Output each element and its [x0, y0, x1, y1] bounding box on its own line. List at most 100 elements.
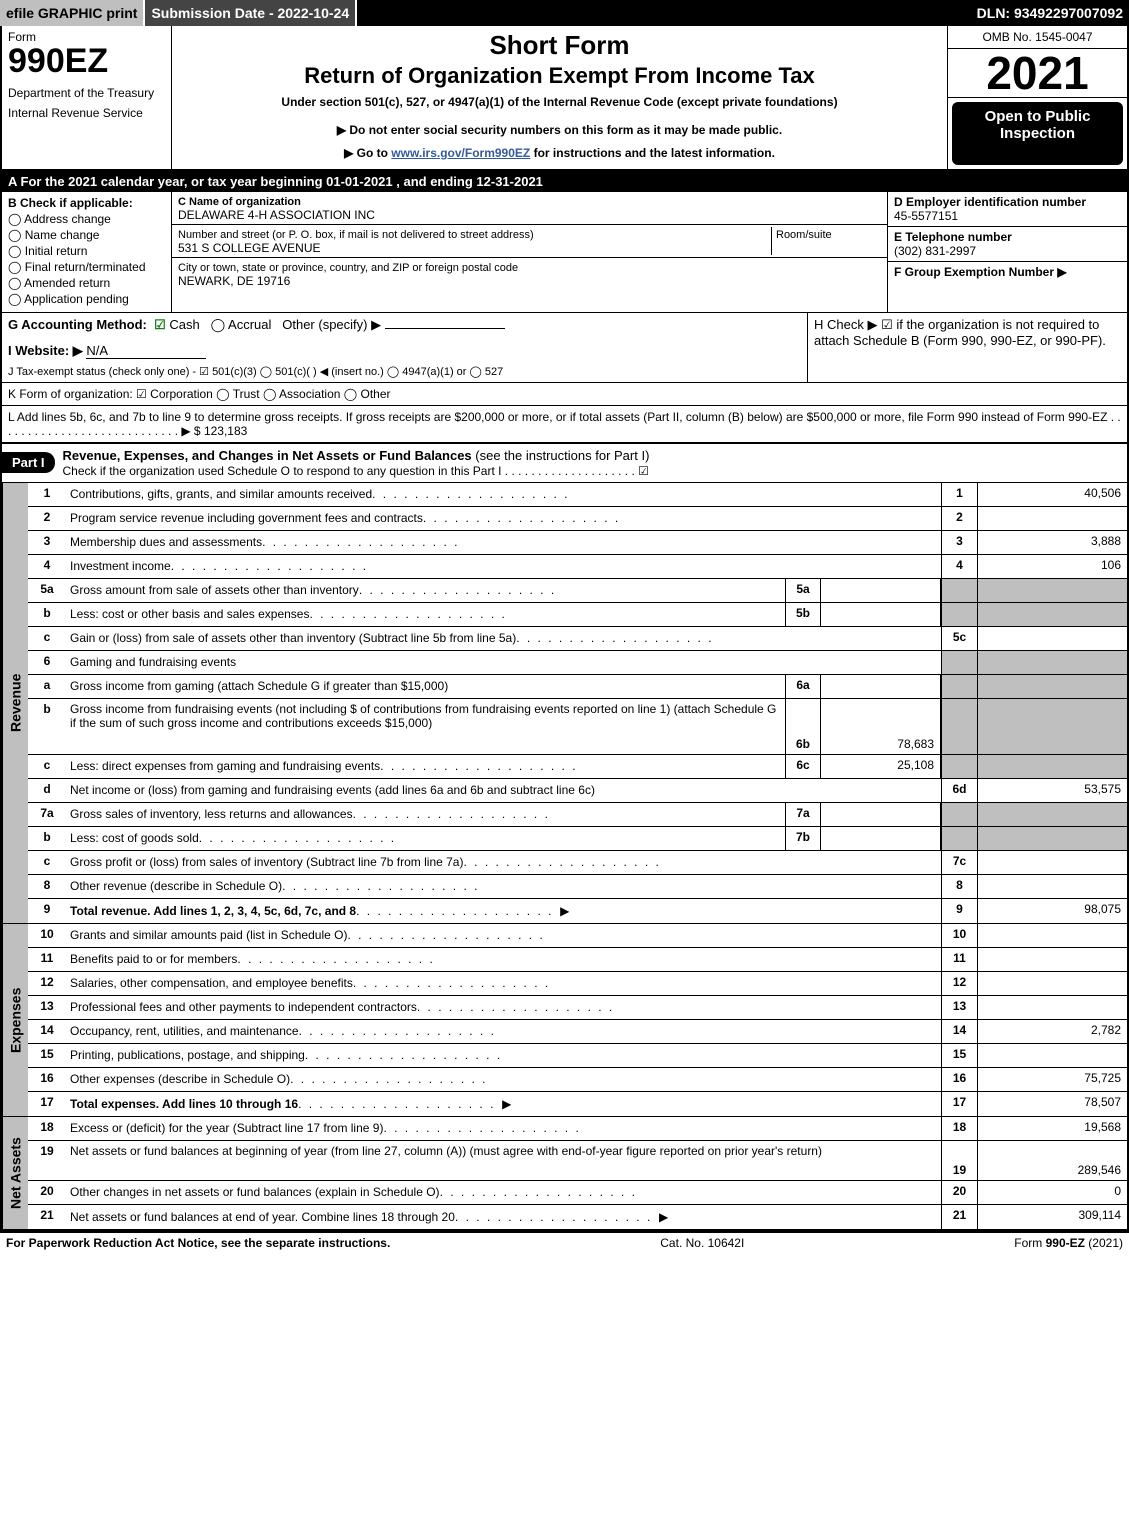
line-3: Membership dues and assessments: [66, 531, 941, 554]
val-7a: [821, 803, 941, 826]
expenses-label: Expenses: [2, 924, 28, 1116]
val-20: 0: [977, 1181, 1127, 1204]
val-6b: 78,683: [821, 699, 941, 754]
ein: 45-5577151: [894, 209, 958, 223]
form-subtitle: Under section 501(c), 527, or 4947(a)(1)…: [182, 95, 937, 109]
row-ghij: G Accounting Method: ☑ Cash ◯ Accrual Ot…: [2, 313, 1127, 383]
e-label: E Telephone number: [894, 230, 1012, 244]
val-14: 2,782: [977, 1020, 1127, 1043]
line-15: Printing, publications, postage, and shi…: [66, 1044, 941, 1067]
chk-address-change[interactable]: ◯ Address change: [8, 212, 165, 226]
line-20: Other changes in net assets or fund bala…: [66, 1181, 941, 1204]
paperwork-notice: For Paperwork Reduction Act Notice, see …: [6, 1236, 390, 1250]
line-5c: Gain or (loss) from sale of assets other…: [66, 627, 941, 650]
line-6c: Less: direct expenses from gaming and fu…: [66, 755, 785, 778]
d-label: D Employer identification number: [894, 195, 1086, 209]
val-16: 75,725: [977, 1068, 1127, 1091]
line-17: Total expenses. Add lines 10 through 16 …: [66, 1092, 941, 1116]
room-label: Room/suite: [776, 229, 832, 241]
part1-header: Part I Revenue, Expenses, and Changes in…: [2, 444, 1127, 483]
col-b-checkboxes: B Check if applicable: ◯ Address change …: [2, 192, 172, 312]
line-13: Professional fees and other payments to …: [66, 996, 941, 1019]
val-2: [977, 507, 1127, 530]
val-6c: 25,108: [821, 755, 941, 778]
revenue-section: Revenue 1Contributions, gifts, grants, a…: [2, 483, 1127, 924]
val-8: [977, 875, 1127, 898]
val-11: [977, 948, 1127, 971]
line-14: Occupancy, rent, utilities, and maintena…: [66, 1020, 941, 1043]
val-6a: [821, 675, 941, 698]
val-5b: [821, 603, 941, 626]
org-name: DELAWARE 4-H ASSOCIATION INC: [178, 208, 375, 222]
website-val: N/A: [86, 343, 206, 359]
form-title: Return of Organization Exempt From Incom…: [182, 63, 937, 89]
chk-name-change[interactable]: ◯ Name change: [8, 228, 165, 242]
revenue-label: Revenue: [2, 483, 28, 923]
val-6d: 53,575: [977, 779, 1127, 802]
line-5a: Gross amount from sale of assets other t…: [66, 579, 785, 602]
form-header: Form 990EZ Department of the Treasury In…: [2, 26, 1127, 171]
part1-badge: Part I: [2, 452, 55, 473]
val-7b: [821, 827, 941, 850]
chk-amended-return[interactable]: ◯ Amended return: [8, 276, 165, 290]
f-label: F Group Exemption Number ▶: [894, 265, 1067, 279]
bullet-ssn: ▶ Do not enter social security numbers o…: [182, 119, 937, 142]
col-def: D Employer identification number 45-5577…: [887, 192, 1127, 312]
phone: (302) 831-2997: [894, 244, 976, 258]
g-accounting: G Accounting Method: ☑ Cash ◯ Accrual Ot…: [8, 317, 801, 333]
b-label: B Check if applicable:: [8, 196, 165, 210]
bullet-goto: ▶ Go to www.irs.gov/Form990EZ for instru…: [182, 142, 937, 165]
city-label: City or town, state or province, country…: [178, 262, 518, 274]
omb-number: OMB No. 1545-0047: [948, 26, 1127, 49]
line-7a: Gross sales of inventory, less returns a…: [66, 803, 785, 826]
tax-year: 2021: [948, 49, 1127, 98]
chk-application-pending[interactable]: ◯ Application pending: [8, 292, 165, 306]
h-schedule-b: H Check ▶ ☑ if the organization is not r…: [807, 313, 1127, 382]
val-3: 3,888: [977, 531, 1127, 554]
form-number: 990EZ: [8, 44, 165, 80]
expenses-section: Expenses 10Grants and similar amounts pa…: [2, 924, 1127, 1117]
addr-label: Number and street (or P. O. box, if mail…: [178, 229, 534, 241]
l-gross-receipts: L Add lines 5b, 6c, and 7b to line 9 to …: [2, 406, 1127, 444]
line-6: Gaming and fundraising events: [66, 651, 941, 674]
line-21: Net assets or fund balances at end of ye…: [66, 1205, 941, 1229]
form-ref: Form 990-EZ (2021): [1014, 1236, 1123, 1250]
net-assets-section: Net Assets 18Excess or (deficit) for the…: [2, 1117, 1127, 1231]
val-21: 309,114: [977, 1205, 1127, 1229]
val-5c: [977, 627, 1127, 650]
val-12: [977, 972, 1127, 995]
dept-treasury: Department of the Treasury: [8, 86, 165, 100]
submission-date: Submission Date - 2022-10-24: [145, 0, 357, 26]
i-website: I Website: ▶ N/A: [8, 343, 801, 359]
page-footer: For Paperwork Reduction Act Notice, see …: [0, 1233, 1129, 1253]
row-a-calendar-year: A For the 2021 calendar year, or tax yea…: [2, 171, 1127, 192]
net-assets-label: Net Assets: [2, 1117, 28, 1229]
c-label: C Name of organization: [178, 196, 301, 208]
line-12: Salaries, other compensation, and employ…: [66, 972, 941, 995]
val-19: 289,546: [977, 1141, 1127, 1180]
val-10: [977, 924, 1127, 947]
efile-print[interactable]: efile GRAPHIC print: [0, 0, 145, 26]
line-18: Excess or (deficit) for the year (Subtra…: [66, 1117, 941, 1140]
chk-final-return[interactable]: ◯ Final return/terminated: [8, 260, 165, 274]
dept-irs: Internal Revenue Service: [8, 106, 165, 120]
line-10: Grants and similar amounts paid (list in…: [66, 924, 941, 947]
open-to-public: Open to Public Inspection: [952, 102, 1123, 164]
org-address: 531 S COLLEGE AVENUE: [178, 241, 321, 255]
cat-no: Cat. No. 10642I: [660, 1236, 744, 1250]
header-left: Form 990EZ Department of the Treasury In…: [2, 26, 172, 169]
val-7c: [977, 851, 1127, 874]
chk-initial-return[interactable]: ◯ Initial return: [8, 244, 165, 258]
header-right: OMB No. 1545-0047 2021 Open to Public In…: [947, 26, 1127, 169]
col-c-org: C Name of organization DELAWARE 4-H ASSO…: [172, 192, 887, 312]
line-7c: Gross profit or (loss) from sales of inv…: [66, 851, 941, 874]
line-5b: Less: cost or other basis and sales expe…: [66, 603, 785, 626]
block-bcdef: B Check if applicable: ◯ Address change …: [2, 192, 1127, 313]
val-5a: [821, 579, 941, 602]
irs-link[interactable]: www.irs.gov/Form990EZ: [391, 146, 530, 160]
line-6d: Net income or (loss) from gaming and fun…: [66, 779, 941, 802]
form-990ez: Form 990EZ Department of the Treasury In…: [0, 26, 1129, 1233]
header-center: Short Form Return of Organization Exempt…: [172, 26, 947, 169]
line-4: Investment income: [66, 555, 941, 578]
j-tax-exempt: J Tax-exempt status (check only one) - ☑…: [8, 365, 801, 378]
